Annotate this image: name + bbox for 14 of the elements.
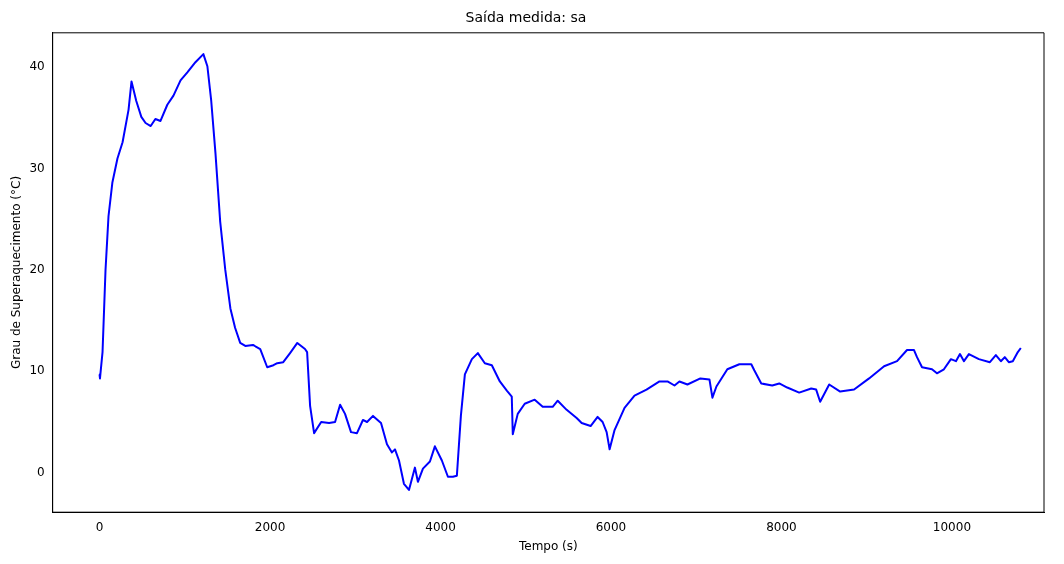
chart-title: Saída medida: sa bbox=[465, 9, 587, 26]
x-tick-label: 8000 bbox=[766, 519, 797, 534]
x-tick-label: 6000 bbox=[595, 519, 627, 534]
y-tick-label: 40 bbox=[29, 59, 45, 74]
x-tick-label: 4000 bbox=[425, 519, 456, 534]
x-tick-label: 10000 bbox=[932, 519, 972, 534]
y-tick-label: 30 bbox=[29, 160, 45, 175]
y-axis-title: Grau de Superaquecimento (°C) bbox=[9, 175, 24, 370]
x-tick-label: 0 bbox=[95, 519, 104, 534]
x-axis-title: Tempo (s) bbox=[517, 538, 578, 553]
x-tick-label: 2000 bbox=[254, 519, 286, 534]
y-tick-label: 10 bbox=[29, 363, 45, 378]
y-tick-label: 20 bbox=[29, 262, 45, 277]
y-tick-label: 0 bbox=[37, 464, 45, 479]
